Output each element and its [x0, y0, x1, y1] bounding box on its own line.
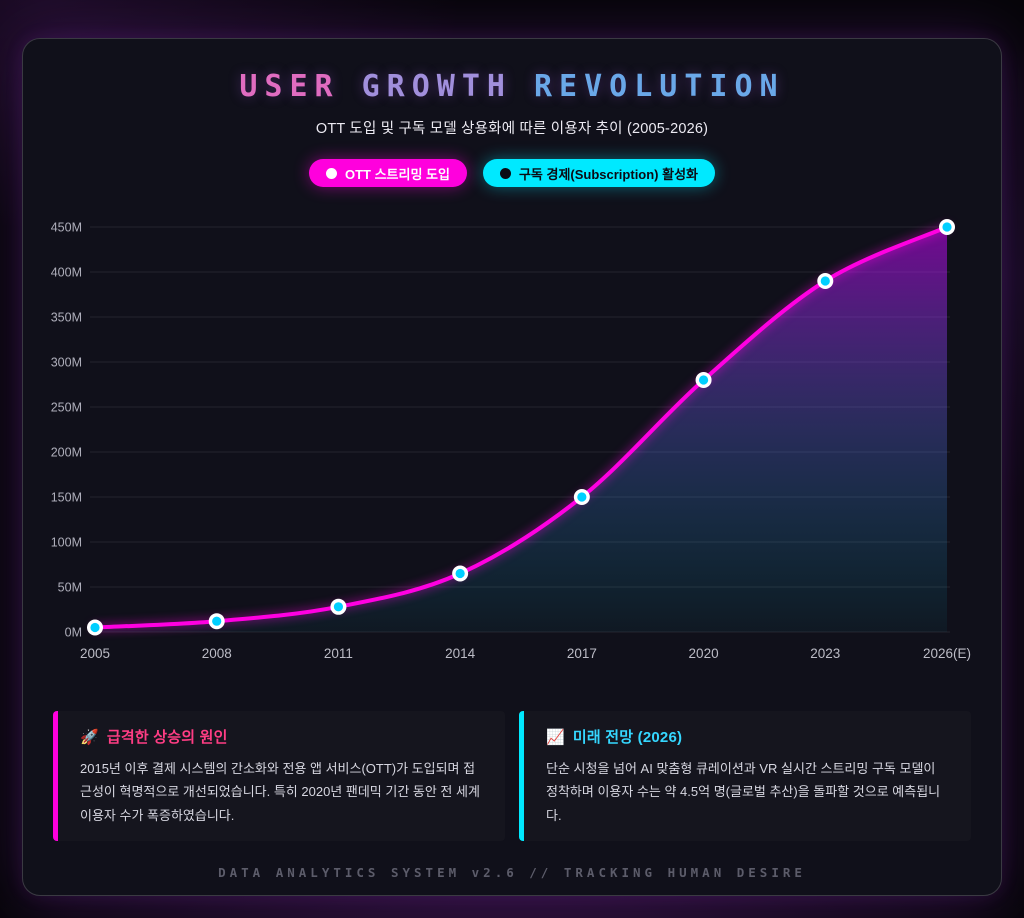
rocket-icon: 🚀	[80, 728, 99, 746]
insight-cards: 🚀 급격한 상승의 원인 2015년 이후 결제 시스템의 간소화와 전용 앱 서…	[23, 711, 1001, 842]
svg-text:250M: 250M	[51, 401, 82, 415]
card-body: 2015년 이후 결제 시스템의 간소화와 전용 앱 서비스(OTT)가 도입되…	[80, 761, 480, 823]
svg-text:2014: 2014	[445, 646, 476, 661]
svg-text:2020: 2020	[689, 646, 719, 661]
title-word: REVOLUTION	[534, 69, 785, 104]
svg-text:200M: 200M	[51, 446, 82, 460]
card-body: 단순 시청을 넘어 AI 맞춤형 큐레이션과 VR 실시간 스트리밍 구독 모델…	[546, 761, 941, 823]
legend-label: OTT 스트리밍 도입	[344, 166, 450, 182]
svg-text:50M: 50M	[58, 581, 82, 595]
svg-text:400M: 400M	[51, 266, 82, 280]
page-title: USER GROWTH REVOLUTION	[23, 69, 1001, 104]
legend-label: 구독 경제(Subscription) 활성화	[518, 166, 699, 182]
svg-text:150M: 150M	[51, 491, 82, 505]
svg-text:2005: 2005	[80, 646, 110, 661]
insight-card-cause: 🚀 급격한 상승의 원인 2015년 이후 결제 시스템의 간소화와 전용 앱 서…	[53, 711, 505, 842]
legend-dot-icon	[499, 167, 511, 179]
chart-canvas[interactable]: 0M 50M 100M 150M 200M 250M 300M 350M 400M 450M 200…	[48, 211, 976, 671]
legend: OTT 스트리밍 도입 구독 경제(Subscription) 활성화	[23, 159, 1001, 187]
insight-card-forecast: 📈 미래 전망 (2026) 단순 시청을 넘어 AI 맞춤형 큐레이션과 VR …	[519, 711, 971, 842]
card-title: 📈 미래 전망 (2026)	[546, 726, 949, 747]
card-title-text: 급격한 상승의 원인	[106, 729, 228, 746]
legend-dot-icon	[325, 167, 337, 179]
svg-text:100M: 100M	[51, 536, 82, 550]
chart-increasing-icon: 📈	[546, 728, 565, 746]
growth-area-chart[interactable]: 0M 50M 100M 150M 200M 250M 300M 350M 400M 450M 200…	[48, 211, 976, 671]
svg-text:300M: 300M	[51, 356, 82, 370]
svg-text:2017: 2017	[567, 646, 597, 661]
legend-item-ott[interactable]: OTT 스트리밍 도입	[308, 159, 467, 187]
card-title-text: 미래 전망 (2026)	[572, 729, 683, 746]
title-word: GROWTH	[361, 69, 512, 104]
svg-text:2023: 2023	[810, 646, 840, 661]
svg-text:2008: 2008	[202, 646, 232, 661]
svg-text:2011: 2011	[324, 646, 353, 661]
page-subtitle: OTT 도입 및 구독 모델 상용화에 따른 이용자 추이 (2005-2026…	[315, 121, 709, 137]
title-word: USER	[239, 69, 340, 104]
svg-text:0M: 0M	[65, 626, 82, 640]
legend-item-subscription[interactable]: 구독 경제(Subscription) 활성화	[482, 159, 716, 187]
svg-text:350M: 350M	[51, 311, 82, 325]
svg-text:450M: 450M	[51, 221, 82, 235]
footer-status: DATA ANALYTICS SYSTEM v2.6 // TRACKING H…	[218, 865, 806, 881]
card-title: 🚀 급격한 상승의 원인	[80, 726, 483, 747]
dashboard-panel: USER GROWTH REVOLUTION OTT 도입 및 구독 모델 상용화에…	[22, 38, 1002, 896]
svg-text:2026(E): 2026(E)	[923, 646, 971, 661]
